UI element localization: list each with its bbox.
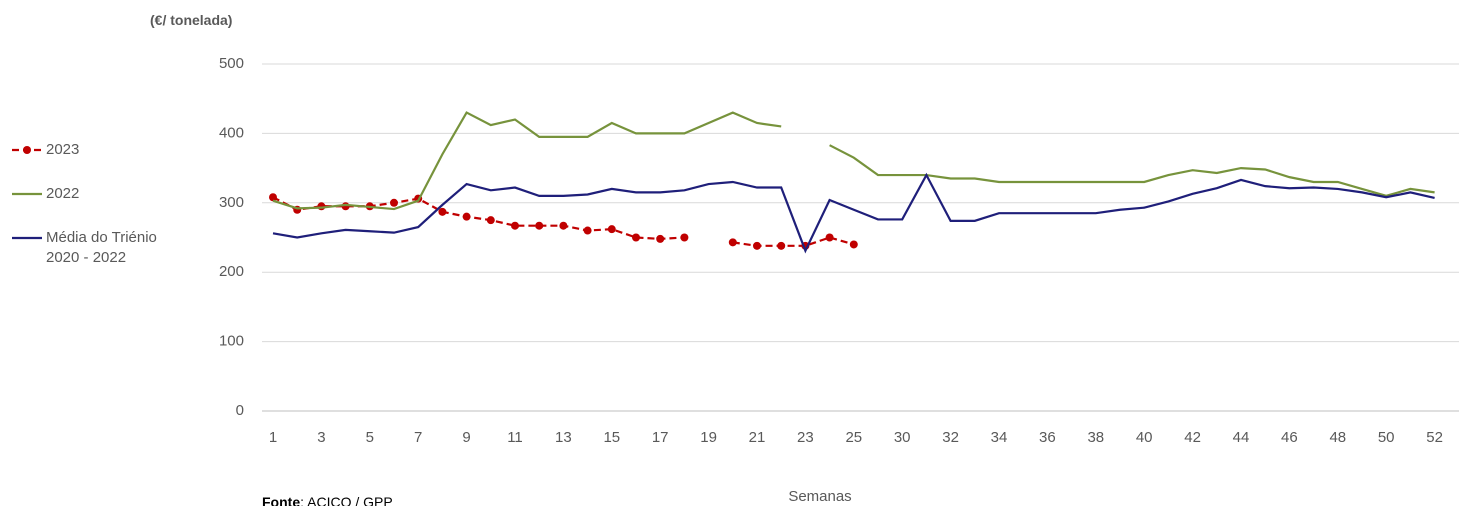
legend-swatch [12,236,42,240]
x-tick-label: 3 [317,429,325,446]
legend: 2023 2022 Média do Triénio 2020 - 2022 [10,140,190,292]
x-tick-label: 36 [1039,429,1056,446]
point [559,221,568,230]
x-axis-title: Semanas [788,488,851,505]
y-tick-label: 200 [219,263,244,280]
y-tick-label: 100 [219,333,244,350]
x-tick-label: 9 [462,429,470,446]
x-tick-label: 7 [414,429,422,446]
y-tick-label: 300 [219,194,244,211]
legend-label: 2022 [46,185,80,202]
point [535,221,544,230]
x-tick-label: 34 [991,429,1008,446]
series-line [272,172,1435,254]
point [849,240,858,249]
legend-label: 2023 [46,141,80,158]
point [607,225,616,234]
x-tick-label: 32 [942,429,959,446]
point [656,234,665,243]
point [486,216,495,225]
x-tick-label: 52 [1426,429,1443,446]
legend-label: Média do Triénio 2020 - 2022 [46,229,157,266]
point [632,233,640,242]
x-tick-label: 44 [1233,429,1250,446]
source: Fonte: ACICO / GPP [262,494,393,506]
x-tick-label: 23 [797,429,814,446]
x-tick-label: 30 [894,429,911,446]
x-tick-label: 40 [1136,429,1153,446]
x-tick-label: 48 [1329,429,1346,446]
point [777,241,786,250]
y-axis-title: (€/ tonelada) [150,12,233,28]
x-tick-label: 1 [269,429,277,446]
point [511,221,519,230]
x-tick-label: 38 [1087,429,1104,446]
x-tick-label: 11 [507,429,523,446]
legend-item: 2022 [10,184,190,204]
source-label: Fonte [262,494,301,506]
point [825,233,834,242]
x-tick-label: 15 [603,429,620,446]
x-tick-label: 21 [749,429,766,446]
x-tick-label: 50 [1378,429,1395,446]
point [728,238,737,247]
legend-swatch [12,146,42,154]
point [269,193,277,202]
legend-item: Média do Triénio 2020 - 2022 [10,228,190,268]
x-tick-label: 17 [652,429,669,446]
point [462,212,471,221]
point [438,207,447,216]
point [390,198,398,207]
point [680,233,689,242]
point [583,226,592,235]
series-line [272,111,1435,211]
source-text: : ACICO / GPP [300,494,393,506]
x-tick-label: 25 [845,429,862,446]
x-tick-label: 42 [1184,429,1201,446]
y-tick-label: 400 [219,124,244,141]
point [753,241,761,250]
series-line [272,196,855,247]
x-tick-label: 19 [700,429,717,446]
legend-marker [23,146,31,154]
legend-swatch [12,192,42,196]
x-tick-label: 13 [555,429,572,446]
legend-item: 2023 [10,140,190,160]
y-tick-label: 500 [219,55,244,72]
x-tick-label: 46 [1281,429,1298,446]
y-tick-label: 0 [236,402,244,419]
x-tick-label: 5 [366,429,374,446]
